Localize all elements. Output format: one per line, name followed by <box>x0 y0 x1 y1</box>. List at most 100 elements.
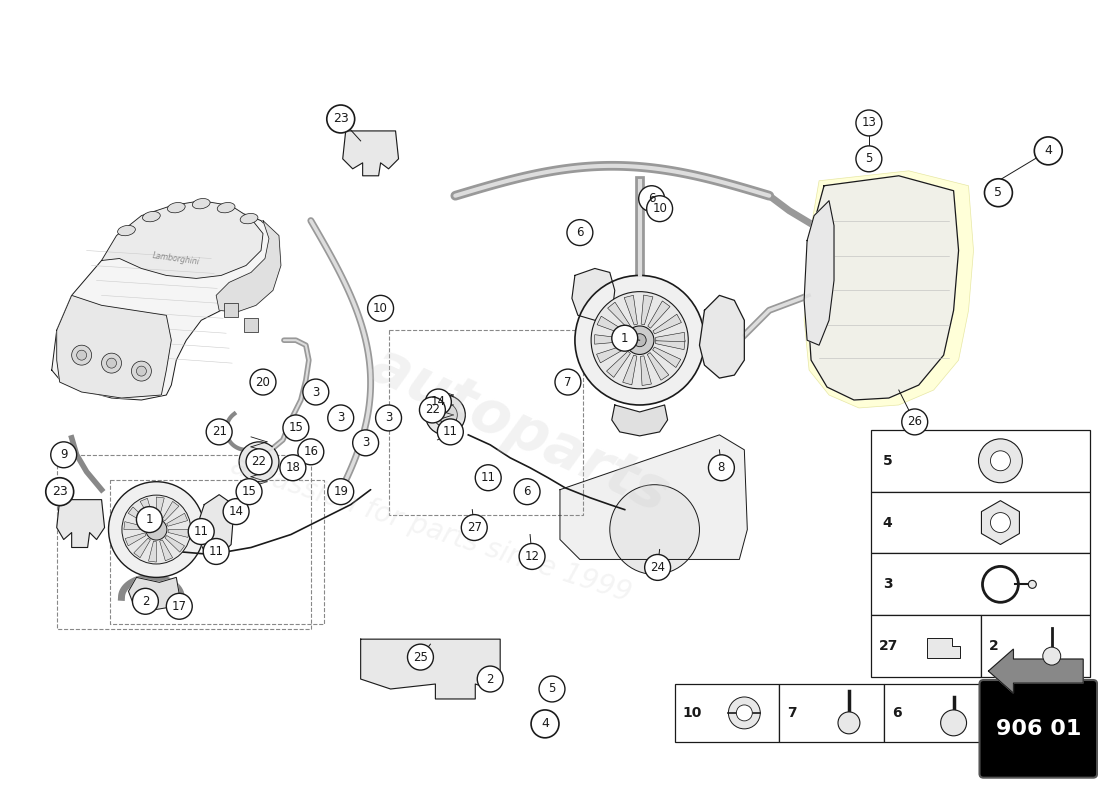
Polygon shape <box>361 639 500 699</box>
Ellipse shape <box>167 202 185 213</box>
Bar <box>244 318 258 332</box>
Bar <box>674 684 779 742</box>
Circle shape <box>1034 137 1063 165</box>
Circle shape <box>990 513 1011 533</box>
Circle shape <box>302 379 329 405</box>
Polygon shape <box>927 638 960 658</box>
Circle shape <box>298 439 323 465</box>
Text: 22: 22 <box>252 455 266 468</box>
Text: 6: 6 <box>648 192 656 206</box>
Circle shape <box>327 105 354 133</box>
Ellipse shape <box>143 211 161 222</box>
Bar <box>883 684 989 742</box>
Circle shape <box>132 588 158 614</box>
Polygon shape <box>560 435 747 559</box>
Polygon shape <box>57 295 172 398</box>
Circle shape <box>612 326 638 351</box>
Text: 6: 6 <box>892 706 901 720</box>
Circle shape <box>736 705 752 721</box>
Circle shape <box>328 478 354 505</box>
Circle shape <box>591 292 689 389</box>
Text: 4: 4 <box>1044 144 1053 158</box>
Circle shape <box>107 358 117 368</box>
Polygon shape <box>652 347 681 367</box>
Text: Lamborghini: Lamborghini <box>152 250 200 266</box>
Circle shape <box>279 455 306 481</box>
Text: 3: 3 <box>385 411 393 425</box>
Circle shape <box>990 451 1011 470</box>
Bar <box>68 310 85 365</box>
Bar <box>90 318 107 373</box>
Text: 8: 8 <box>717 462 725 474</box>
Circle shape <box>634 334 646 346</box>
Polygon shape <box>807 176 958 400</box>
Polygon shape <box>165 535 185 552</box>
Polygon shape <box>134 538 151 558</box>
Bar <box>110 480 323 624</box>
Polygon shape <box>647 353 669 380</box>
Text: 10: 10 <box>373 302 388 315</box>
Polygon shape <box>624 295 637 325</box>
Bar <box>112 326 129 381</box>
Text: 10: 10 <box>682 706 702 720</box>
Text: 23: 23 <box>333 113 349 126</box>
Circle shape <box>248 450 271 474</box>
Text: 10: 10 <box>652 202 667 215</box>
Text: 9: 9 <box>59 448 67 462</box>
Text: 11: 11 <box>209 545 223 558</box>
Polygon shape <box>594 334 624 344</box>
Text: 12: 12 <box>525 550 540 563</box>
Text: 6: 6 <box>576 226 584 239</box>
Circle shape <box>166 594 192 619</box>
Bar <box>134 334 151 389</box>
Polygon shape <box>52 206 279 400</box>
Text: 3: 3 <box>312 386 319 398</box>
Text: 16: 16 <box>304 446 318 458</box>
Circle shape <box>122 495 190 564</box>
Text: 5: 5 <box>866 152 872 166</box>
Circle shape <box>132 361 152 381</box>
Text: 3: 3 <box>362 436 370 450</box>
Text: 2: 2 <box>989 639 998 653</box>
Text: 17: 17 <box>172 600 187 613</box>
Text: 23: 23 <box>52 485 67 498</box>
Ellipse shape <box>240 214 257 224</box>
Polygon shape <box>129 578 179 610</box>
Polygon shape <box>199 494 233 554</box>
Polygon shape <box>343 131 398 176</box>
Text: 13: 13 <box>861 117 877 130</box>
Circle shape <box>46 478 74 506</box>
Circle shape <box>146 519 167 540</box>
Text: 11: 11 <box>194 525 209 538</box>
Bar <box>980 615 1090 677</box>
Text: 11: 11 <box>481 471 496 484</box>
Ellipse shape <box>192 198 210 209</box>
Circle shape <box>902 409 927 435</box>
Ellipse shape <box>218 202 235 213</box>
Text: 24: 24 <box>650 561 666 574</box>
Text: 21: 21 <box>211 426 227 438</box>
Circle shape <box>475 465 502 490</box>
Text: 4: 4 <box>541 718 549 730</box>
Polygon shape <box>607 302 631 329</box>
Text: 25: 25 <box>412 650 428 664</box>
Polygon shape <box>989 649 1084 693</box>
Polygon shape <box>125 533 146 546</box>
Text: 5: 5 <box>994 186 1002 199</box>
Circle shape <box>856 110 882 136</box>
Circle shape <box>609 485 700 574</box>
Circle shape <box>375 405 402 431</box>
Polygon shape <box>140 498 153 519</box>
Text: a passion for parts since 1999: a passion for parts since 1999 <box>227 451 635 608</box>
Polygon shape <box>641 295 653 325</box>
Circle shape <box>204 538 229 565</box>
Polygon shape <box>623 355 637 385</box>
Polygon shape <box>596 346 626 363</box>
Circle shape <box>438 419 463 445</box>
Circle shape <box>984 178 1012 206</box>
Circle shape <box>647 196 672 222</box>
Circle shape <box>856 146 882 172</box>
Bar <box>871 430 1090 492</box>
Polygon shape <box>217 221 280 312</box>
Polygon shape <box>656 332 685 342</box>
